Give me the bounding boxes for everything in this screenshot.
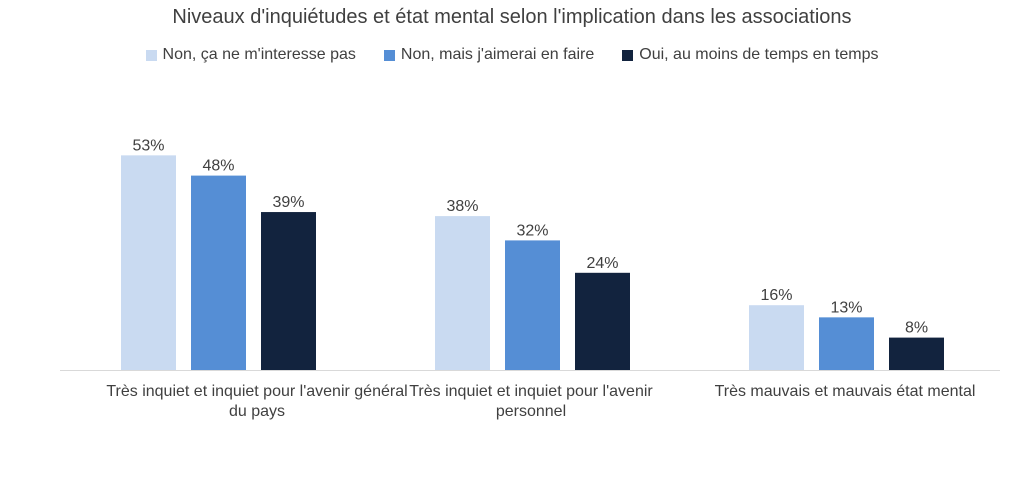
data-label-series-1-cat-2: 38% [446, 198, 478, 215]
legend-label-series-2: Non, mais j'aimerai en faire [400, 46, 595, 63]
data-label-series-2-cat-2: 32% [516, 222, 548, 239]
bar-series-1-cat-3 [749, 305, 804, 370]
bar-series-2-cat-1 [191, 175, 246, 370]
data-label-series-3-cat-1: 39% [272, 194, 304, 211]
bar-series-3-cat-1 [261, 212, 316, 370]
data-label-series-1-cat-3: 16% [760, 287, 792, 304]
bar-series-2-cat-3 [819, 317, 874, 370]
legend-label-series-3: Oui, au moins de temps en temps [639, 46, 879, 63]
data-label-series-1-cat-1: 53% [132, 137, 164, 154]
legend-swatch-series-1 [145, 49, 157, 61]
legend-swatch-series-2 [383, 49, 395, 61]
legend-item-series-2: Non, mais j'aimerai en faire [383, 46, 595, 64]
bar-series-3-cat-3 [889, 337, 944, 370]
data-label-series-3-cat-3: 8% [905, 320, 928, 337]
legend-item-series-1: Non, ça ne m'interesse pas [145, 46, 356, 64]
category-label-1: Très inquiet et inquiet pour l'avenir gé… [106, 383, 408, 420]
bar-series-1-cat-2 [435, 216, 490, 370]
category-label-3: Très mauvais et mauvais état mental [714, 383, 976, 400]
legend-item-series-3: Oui, au moins de temps en temps [622, 46, 878, 64]
bar-series-1-cat-1 [121, 155, 176, 370]
data-label-series-2-cat-3: 13% [830, 299, 862, 316]
legend-label-series-1: Non, ça ne m'interesse pas [162, 46, 356, 63]
bar-series-2-cat-2 [505, 240, 560, 370]
chart-title: Niveaux d'inquiétudes et état mental sel… [172, 6, 852, 28]
legend-swatch-series-3 [622, 49, 634, 61]
data-label-series-2-cat-1: 48% [202, 158, 234, 175]
bar-series-3-cat-2 [575, 272, 630, 370]
legend: Non, ça ne m'interesse pas Non, mais j'a… [0, 46, 1024, 64]
category-label-2: Très inquiet et inquiet pour l'avenir pe… [409, 383, 653, 420]
data-label-series-3-cat-2: 24% [586, 255, 618, 272]
